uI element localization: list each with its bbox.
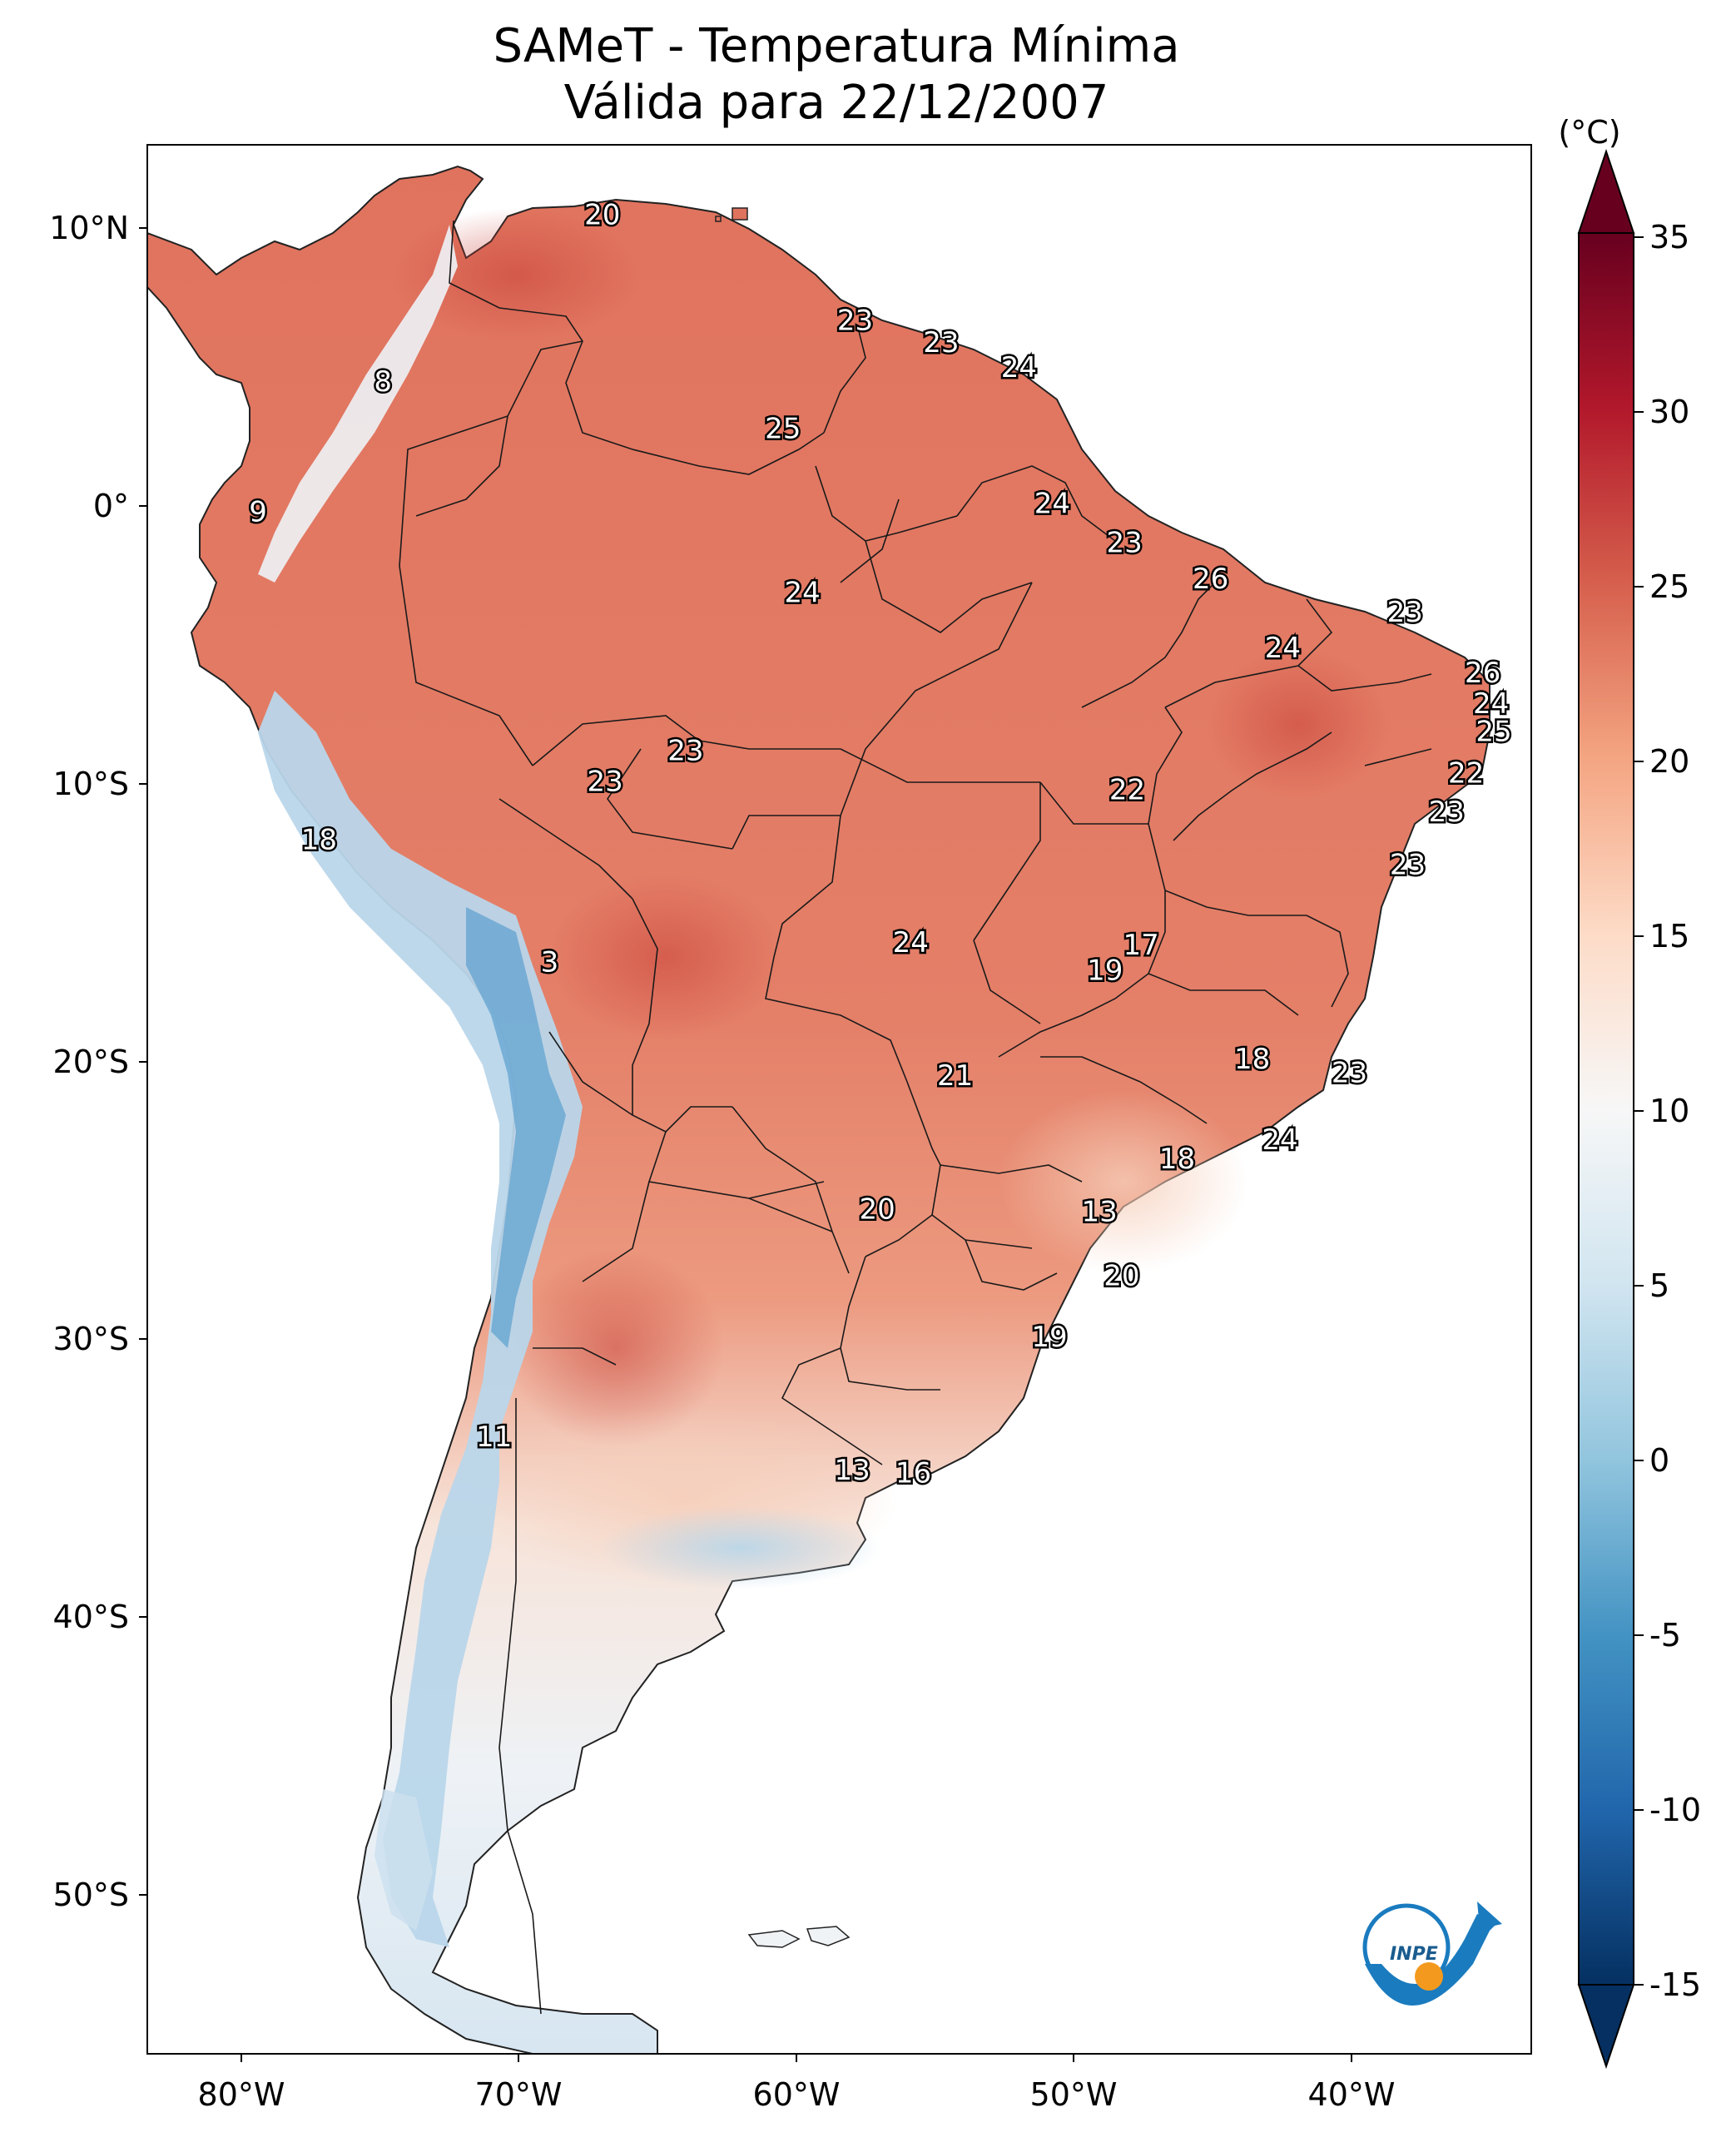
temperature-label: 8 (374, 365, 392, 399)
temperature-label: 22 (1109, 773, 1145, 806)
mild-zone-southeast (999, 1090, 1248, 1273)
lat-tick-10s: 10°S (53, 766, 129, 802)
cbar-tick-25: 25 (1649, 568, 1689, 605)
colorbar-ticks: 35 30 25 20 15 10 5 0 -5 -10 -15 (1634, 219, 1701, 2003)
temperature-label: 26 (1193, 563, 1228, 596)
map-frame (146, 144, 1532, 2055)
lat-tick-20s: 20°S (53, 1044, 129, 1080)
temperature-label: 23 (1390, 848, 1426, 881)
cbar-tick-0: 0 (1649, 1442, 1669, 1479)
temperature-label: 17 (1123, 929, 1159, 962)
lat-tick-50s: 50°S (53, 1877, 129, 1913)
temperature-label: 3 (541, 945, 559, 979)
hot-core-bolivia (549, 874, 782, 1040)
longitude-axis: 80°W 70°W 60°W 50°W 40°W (198, 2054, 1396, 2113)
inpe-logo: INPE (1362, 1902, 1502, 2006)
temperature-label: 9 (249, 496, 267, 529)
temperature-label: 23 (837, 304, 873, 337)
temperature-label: 11 (476, 1421, 512, 1454)
cbar-tick-5: 5 (1649, 1267, 1669, 1304)
temperature-label: 22 (1448, 756, 1484, 790)
map-title: SAMeT - Temperatura Mínima Válida para 2… (146, 18, 1527, 131)
cbar-tick-minus15: -15 (1649, 1966, 1701, 2003)
temperature-label: 18 (301, 823, 337, 856)
temperature-label: 23 (1429, 796, 1465, 829)
temperature-label: 23 (1387, 596, 1423, 629)
temperature-label: 13 (1082, 1196, 1118, 1229)
patagonia-cool (374, 1789, 433, 1931)
temperature-label: 24 (893, 926, 929, 959)
lon-tick-40w: 40°W (1308, 2076, 1396, 2113)
colorbar-min-extension (1577, 1984, 1635, 2070)
cool-zone-buenos-aires (599, 1506, 882, 1589)
temperature-label: 23 (1107, 526, 1143, 559)
temperature-label: 20 (860, 1193, 895, 1226)
temperature-label: 13 (835, 1454, 870, 1487)
cbar-tick-35: 35 (1649, 219, 1689, 255)
cbar-tick-minus10: -10 (1649, 1792, 1701, 1828)
title-line-1: SAMeT - Temperatura Mínima (493, 19, 1180, 73)
cbar-tick-minus5: -5 (1649, 1617, 1681, 1654)
temperature-label: 24 (1034, 488, 1070, 521)
temperature-label: 23 (667, 735, 703, 768)
colorbar-body (1578, 232, 1634, 1986)
cbar-tick-30: 30 (1649, 394, 1689, 430)
lat-tick-10n: 10°N (49, 210, 129, 246)
temperature-label: 24 (784, 576, 820, 609)
andes-coldest-core (466, 907, 566, 1348)
temperature-label: 24 (1262, 1123, 1297, 1157)
lon-tick-80w: 80°W (198, 2076, 285, 2113)
temperature-label: 19 (1031, 1321, 1067, 1354)
falkland-islands (747, 1926, 851, 1948)
colorbar-max-extension (1577, 148, 1635, 234)
svg-text:INPE: INPE (1390, 1944, 1438, 1965)
temperature-label: 23 (923, 326, 959, 359)
islands (715, 207, 748, 222)
colombia-andes-cool (258, 225, 458, 583)
temperature-label: 20 (1104, 1259, 1139, 1292)
temperature-label: 24 (1001, 351, 1037, 384)
colorbar: (°C) 35 30 25 20 15 10 5 0 -5 -10 -15 (1558, 114, 1701, 2070)
lon-tick-60w: 60°W (753, 2076, 841, 2113)
title-line-2: Válida para 22/12/2007 (563, 76, 1109, 130)
lat-tick-30s: 30°S (53, 1321, 129, 1357)
temperature-label: 23 (1332, 1057, 1367, 1090)
lat-tick-40s: 40°S (53, 1599, 129, 1635)
hot-core-north (391, 208, 641, 341)
temperature-label: 25 (765, 413, 801, 446)
temperature-label: 20 (584, 199, 620, 232)
hot-core-east (1207, 649, 1390, 799)
temperature-label: 18 (1234, 1043, 1270, 1076)
temperature-label: 26 (1465, 657, 1500, 690)
lat-tick-0: 0° (93, 488, 129, 524)
temperature-label: 23 (588, 765, 623, 798)
temperature-label: 18 (1159, 1143, 1195, 1176)
political-boundaries (399, 220, 1432, 2015)
temperature-label: 21 (937, 1059, 973, 1093)
temperature-label: 24 (1265, 632, 1301, 665)
cbar-tick-15: 15 (1649, 918, 1689, 955)
lon-tick-70w: 70°W (475, 2076, 563, 2113)
temperature-label: 25 (1476, 715, 1511, 748)
temperature-label: 24 (1473, 687, 1509, 721)
lon-tick-50w: 50°W (1030, 2076, 1118, 2113)
hot-core-chaco (508, 1248, 724, 1448)
latitude-axis: 10°N 0° 10°S 20°S 30°S 40°S 50°S (49, 210, 147, 1913)
temperature-label: 16 (895, 1456, 931, 1490)
temperature-label: 19 (1087, 954, 1123, 987)
colorbar-unit: (°C) (1558, 114, 1620, 151)
cbar-tick-20: 20 (1649, 743, 1689, 780)
cbar-tick-10: 10 (1649, 1093, 1689, 1129)
